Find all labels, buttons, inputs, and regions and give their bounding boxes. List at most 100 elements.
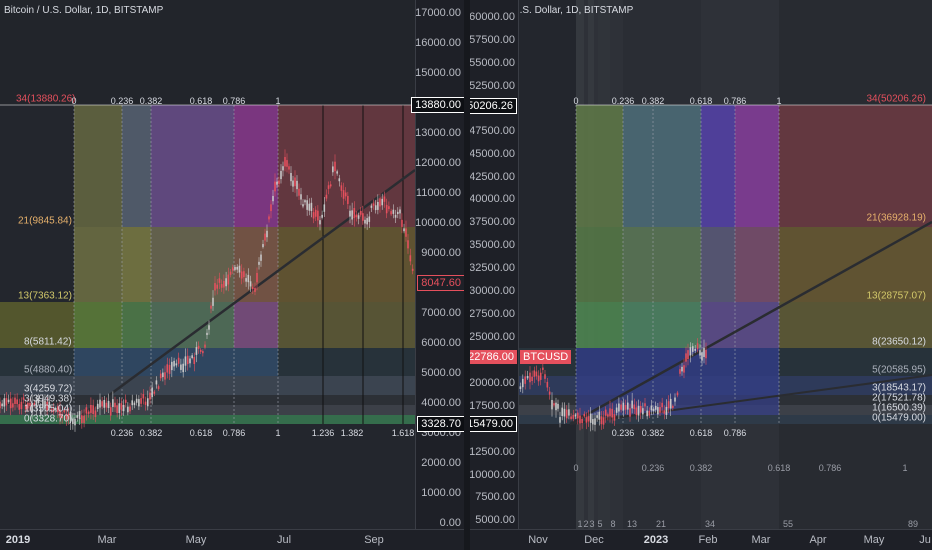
candle-body: [168, 364, 171, 374]
left-fib-1: 1(3505.04): [24, 403, 73, 415]
candle-body: [214, 283, 216, 291]
candle-body: [72, 418, 74, 424]
left-price-tick: 6000.00: [421, 337, 461, 349]
right-trendline[interactable]: [569, 220, 932, 426]
candle-body: [546, 381, 549, 388]
left-price-axis[interactable]: 17000.00 16000.00 15000.00 12000.00 1100…: [411, 0, 466, 530]
left-price-tick: 2000.00: [421, 457, 461, 469]
candle-body: [236, 266, 239, 270]
right-price-tick: 60000.00: [470, 11, 515, 23]
candle-body: [229, 271, 232, 275]
candle-body: [692, 346, 694, 352]
candle-body: [598, 411, 601, 420]
right-fibcount: 89: [907, 519, 919, 529]
left-price-tick: 5000.00: [421, 367, 461, 379]
left-fib-8: 8(5811.42): [24, 336, 72, 348]
candle-body: [212, 297, 214, 306]
candle-body: [133, 402, 136, 406]
candle-body: [171, 361, 173, 371]
candle-body: [199, 349, 202, 352]
right-fib-34: 34(50206.26): [866, 93, 927, 105]
left-symbol-title[interactable]: Bitcoin / U.S. Dollar, 1D, BITSTAMP: [4, 5, 164, 16]
candle-body: [325, 194, 328, 199]
left-chart-canvas[interactable]: [0, 0, 466, 550]
candle-body: [535, 371, 538, 377]
candle-body: [290, 172, 292, 182]
candle-body: [687, 350, 689, 360]
candle-body: [76, 415, 79, 418]
candle-body: [308, 203, 311, 211]
candle-body: [112, 399, 114, 407]
left-timefib-top-3: 0.618: [189, 96, 213, 106]
candle-body: [27, 402, 29, 409]
candle-body: [685, 353, 687, 362]
right-fib-5: 5(20585.95): [872, 364, 926, 376]
candle-body: [35, 399, 38, 408]
candle-body: [699, 350, 701, 356]
candle-body: [142, 393, 145, 399]
right-symbol-title[interactable]: Bitcoin / U.S. Dollar, 1D, BITSTAMP: [474, 5, 634, 16]
candle-body: [526, 375, 529, 379]
candle-body: [396, 211, 399, 215]
candle-body: [581, 418, 583, 424]
candle-body: [195, 347, 198, 355]
candle-body: [69, 412, 72, 422]
candle-body: [186, 355, 189, 365]
candle-body: [7, 399, 10, 403]
left-trendline[interactable]: [69, 168, 416, 426]
candle-body: [661, 402, 663, 408]
right-timefib-top-1: 0.236: [611, 96, 635, 106]
left-time-axis[interactable]: 2019 Mar May Jul Sep: [0, 529, 466, 550]
candle-body: [129, 406, 131, 412]
candle-body: [37, 398, 40, 403]
candle-body: [559, 417, 561, 423]
candle-body: [635, 407, 638, 416]
candle-body: [519, 386, 522, 389]
candle-body: [61, 413, 63, 419]
left-timefib-top-1: 0.236: [110, 96, 134, 106]
right-price-tick: 45000.00: [470, 148, 515, 160]
right-price-tick: 5000.00: [475, 514, 515, 526]
candle-body: [48, 401, 51, 409]
candle-body: [592, 419, 594, 425]
right-fibcount: 34: [704, 519, 716, 529]
left-timefib-bot-6: 1.382: [340, 428, 364, 438]
candle-body: [101, 401, 103, 407]
candle-body: [659, 407, 661, 413]
right-price-axis[interactable]: 60000.00 57500.00 55000.00 52500.00 4750…: [470, 0, 519, 530]
right-fib-top-price-tag: 50206.26: [470, 98, 517, 114]
pane-divider[interactable]: [464, 0, 470, 550]
candle-body: [298, 188, 300, 196]
right-timefib-bot-3: 0.786: [723, 428, 747, 438]
left-fib-5: 5(4880.40): [24, 364, 73, 376]
candle-body: [12, 403, 14, 408]
candle-body: [85, 407, 88, 414]
left-timefib-bot-0: 0.236: [110, 428, 134, 438]
candle-body: [159, 373, 162, 379]
candle-body: [197, 345, 200, 349]
candle-body: [587, 416, 590, 422]
candle-body: [208, 325, 210, 330]
left-chart-pane[interactable]: Bitcoin / U.S. Dollar, 1D, BITSTAMP 34(1…: [0, 0, 466, 550]
candle-body: [182, 363, 184, 373]
left-fib-3b: 3(3949.38): [24, 393, 73, 405]
candle-body: [676, 392, 679, 396]
candle-body: [16, 399, 18, 405]
candle-body: [87, 411, 90, 414]
right-fibcount: 13: [626, 519, 638, 529]
candle-body: [357, 215, 360, 219]
candle-body: [338, 178, 341, 182]
candle-body: [268, 216, 270, 220]
right-time-axis[interactable]: Nov Dec 2023 Feb Mar Apr May Ju: [470, 529, 932, 550]
candle-body: [522, 378, 524, 388]
candle-body: [529, 372, 531, 383]
candle-body: [572, 414, 575, 419]
right-price-tick: 30000.00: [470, 285, 515, 297]
candle-body: [20, 401, 23, 410]
right-chart-pane[interactable]: Bitcoin / U.S. Dollar, 1D, BITSTAMP 34(5…: [470, 0, 932, 550]
candle-body: [542, 367, 544, 370]
candle-body: [50, 409, 53, 412]
candle-body: [256, 272, 258, 283]
candle-body: [705, 349, 707, 359]
candle-body: [105, 402, 108, 408]
